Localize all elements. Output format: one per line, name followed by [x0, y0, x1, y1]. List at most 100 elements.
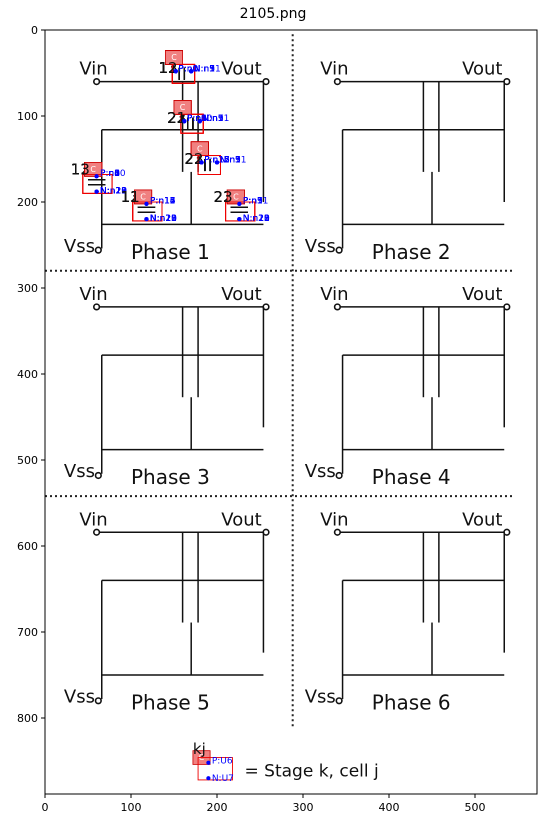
cell-outline	[180, 113, 204, 134]
pin-label: N:n11	[220, 155, 247, 165]
phase-label: Phase 3	[131, 465, 210, 489]
vin-label: Vin	[320, 509, 348, 530]
phase-label: Phase 1	[131, 240, 210, 264]
vout-label: Vout	[462, 284, 502, 305]
pin-label: N:n18	[243, 214, 270, 224]
vss-terminal	[94, 246, 102, 254]
pin-label: P:n0	[178, 64, 198, 74]
vss-label: Vss	[305, 687, 336, 708]
pin-label: P:n0	[178, 64, 198, 74]
pin-label: N:n1	[194, 64, 215, 74]
pin-dot	[206, 760, 211, 765]
pin-dot	[189, 69, 194, 74]
cell-outline	[197, 757, 233, 781]
pin-label: N:n19	[243, 214, 270, 224]
axes-frame	[44, 29, 538, 795]
pin-label: P:n14	[150, 197, 176, 207]
vin-terminal	[333, 77, 342, 86]
x-tick-label: 300	[293, 801, 314, 814]
vss-label: Vss	[305, 461, 336, 482]
pin-label: P:n0	[178, 64, 198, 74]
y-tick-label: 400	[17, 368, 38, 381]
pin-label: N:n20	[243, 214, 270, 224]
phase-label: Phase 5	[131, 690, 210, 714]
pin-label: N:n21	[100, 186, 127, 196]
pin-label: N:n23	[150, 214, 177, 224]
vss-label: Vss	[64, 461, 95, 482]
phase-label: Phase 2	[372, 240, 451, 264]
pin-label: N:n21	[243, 214, 270, 224]
pin-label: P:n12	[150, 197, 176, 207]
pin-label: N:n19	[100, 186, 127, 196]
pin-dot	[199, 160, 204, 165]
pin-label: P:n0	[178, 64, 198, 74]
pin-label: N:n11	[194, 64, 221, 74]
pin-label: P:n4	[187, 114, 207, 124]
pin-dot	[197, 119, 202, 124]
component-tag-box	[226, 189, 245, 205]
component-tag-letter: C	[180, 103, 186, 112]
y-tick-label: 800	[17, 712, 38, 725]
y-tick-label: 200	[17, 196, 38, 209]
pin-label: P:n0	[187, 114, 207, 124]
x-tick-label: 400	[379, 801, 400, 814]
cell-outline	[171, 63, 196, 84]
pin-dot	[237, 201, 242, 206]
pin-label: N:n7	[202, 114, 223, 124]
pin-label: P:n1	[178, 64, 198, 74]
pin-label: N:n7	[220, 155, 241, 165]
pin-label: P:n8	[187, 114, 207, 124]
cell-number: 11	[121, 188, 140, 206]
vss-label: Vss	[305, 236, 336, 257]
x-tick-label: 100	[121, 801, 142, 814]
vout-label: Vout	[221, 59, 261, 80]
x-tick-label: 0	[42, 801, 49, 814]
y-tick-label: 600	[17, 540, 38, 553]
pin-label: N:n3	[202, 114, 223, 124]
x-tick-label: 500	[465, 801, 486, 814]
pin-dot	[173, 69, 178, 74]
pin-label: N:n19	[150, 214, 177, 224]
component-tag-letter: C	[233, 192, 239, 201]
phase-block-6: VinVoutVssC12P:n0N:n9C21P:n8N:n9C22P:n13…	[71, 50, 511, 714]
cell-number: 12	[159, 59, 178, 77]
component-tag-letter: C	[140, 192, 146, 201]
pin-label: N:n22	[100, 186, 127, 196]
pin-label: N:n20	[100, 186, 127, 196]
pin-label: P:n8	[100, 169, 120, 179]
pin-label: N:n23	[243, 214, 270, 224]
cell-number: 21	[167, 109, 186, 127]
legend-text: = Stage k, cell j	[245, 761, 379, 781]
vin-terminal	[92, 77, 101, 86]
cell-number: 23	[214, 188, 233, 206]
pin-label: N:n22	[150, 214, 177, 224]
vout-label: Vout	[462, 509, 502, 530]
pin-label: N:n18	[100, 186, 127, 196]
component-tag-letter: C	[90, 165, 96, 174]
vss-terminal	[335, 697, 343, 705]
pin-label: N:n1	[220, 155, 241, 165]
y-tick-label: 500	[17, 454, 38, 467]
vss-terminal	[94, 471, 102, 480]
pin-label: P:n9	[243, 197, 263, 207]
pin-label: P:n2	[187, 114, 207, 124]
cell-outline	[197, 155, 221, 175]
x-tick-label: 200	[207, 801, 228, 814]
phase-block-5: VinVoutVssC12P:n1N:n11C23P:n10N:n11C21P:…	[64, 50, 270, 714]
figure-title: 2105.png	[239, 6, 307, 22]
pin-label: N:n1	[202, 114, 223, 124]
pin-label: N:n3	[194, 64, 215, 74]
phase-block-2: VinVoutVssC11P:n0N:n3C22P:n2N:n3C23P:n17…	[71, 50, 511, 264]
y-tick-label: 300	[17, 282, 38, 295]
pin-label: P:n6	[187, 114, 207, 124]
vin-label: Vin	[79, 509, 107, 530]
phase-label: Phase 6	[372, 690, 451, 714]
pin-label: N:n9	[202, 114, 223, 124]
vout-label: Vout	[221, 284, 261, 305]
pin-label: N:n3	[220, 155, 241, 165]
y-tick-label: 0	[31, 24, 38, 37]
pin-dot	[94, 174, 99, 179]
vin-label: Vin	[79, 59, 107, 80]
pin-label: N:n18	[150, 214, 177, 224]
